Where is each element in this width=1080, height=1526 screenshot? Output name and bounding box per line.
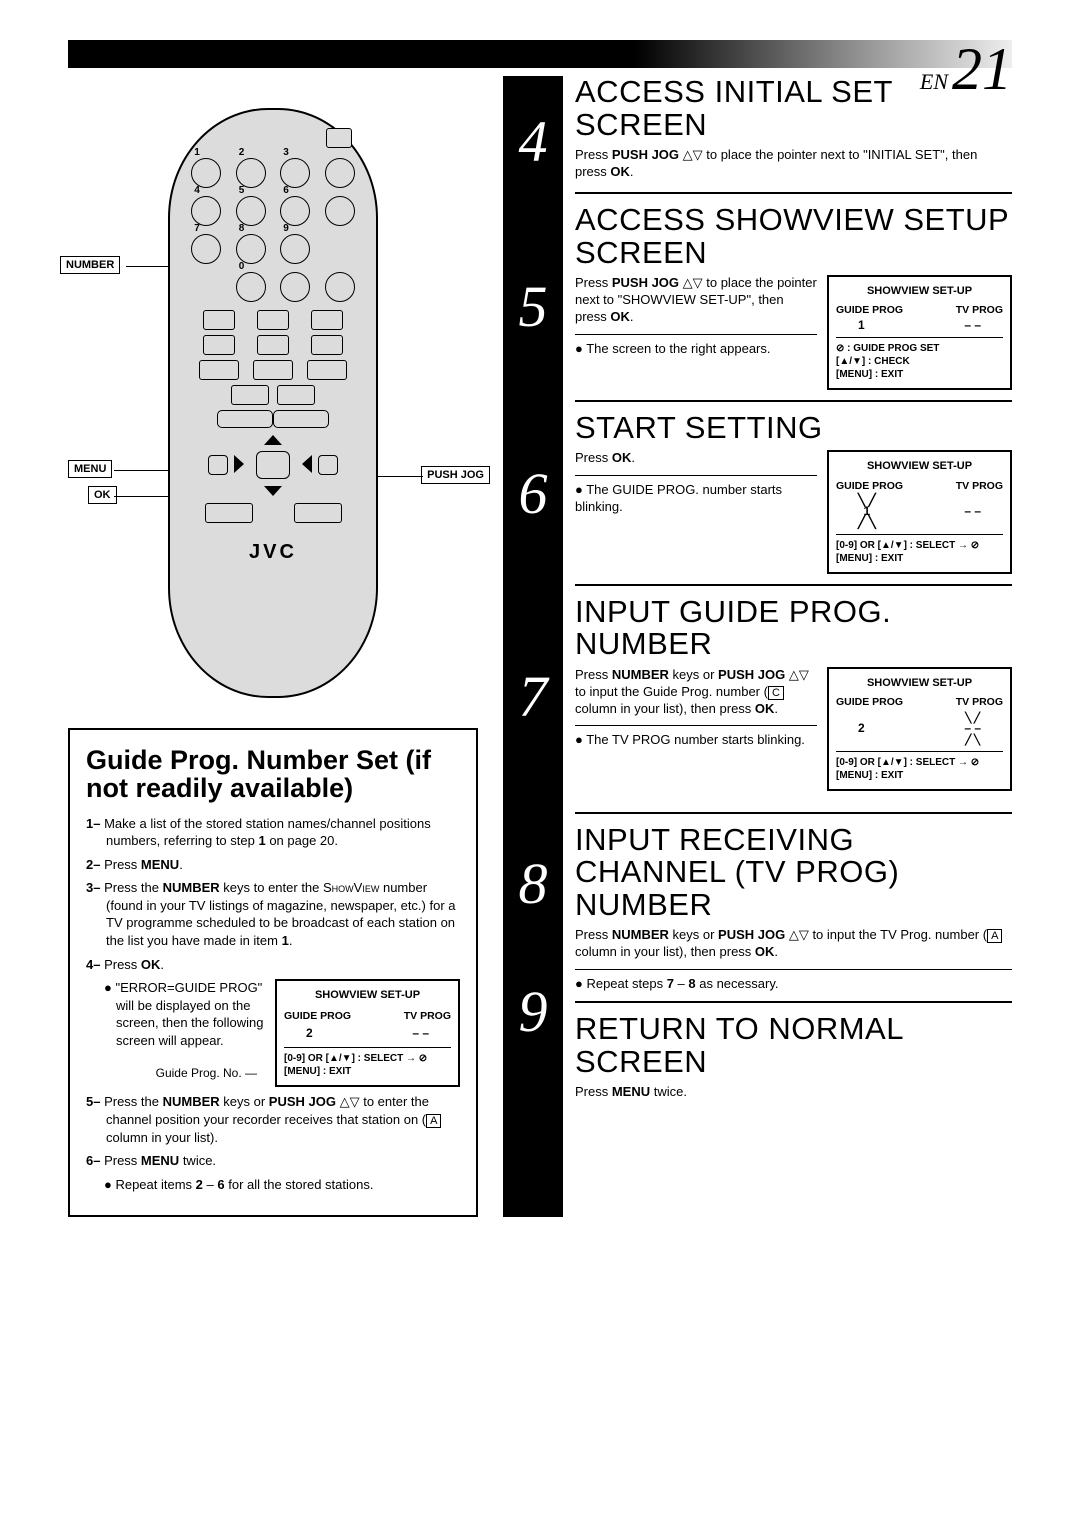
page-num-value: 21: [952, 36, 1012, 102]
num-8: 8: [236, 234, 266, 264]
num-0: 0: [236, 272, 266, 302]
dpad: [208, 433, 338, 498]
osd-screen: SHOWVIEW SET-UP GUIDE PROGTV PROG 2╲ ╱– …: [827, 667, 1012, 791]
num-6: 6: [280, 196, 310, 226]
step-block: START SETTING Press OK. ● The GUIDE PROG…: [575, 412, 1012, 586]
num-2: 2: [236, 158, 266, 188]
step-number-column: 456789: [503, 76, 563, 1217]
step-number: 7: [503, 581, 563, 811]
step-block: ACCESS SHOWVIEW SETUP SCREEN Press PUSH …: [575, 204, 1012, 402]
power-button: [326, 128, 352, 148]
step-title: INPUT GUIDE PROG. NUMBER: [575, 596, 1012, 661]
page-lang-label: EN: [920, 69, 948, 94]
remote-illustration: NUMBER MENU OK PUSH JOG 123 456 789 0: [68, 108, 478, 698]
label-push-jog: PUSH JOG: [421, 466, 490, 484]
step-number: 4: [503, 76, 563, 206]
step-number: 8: [503, 811, 563, 956]
step-block: INPUT GUIDE PROG. NUMBER Press NUMBER ke…: [575, 596, 1012, 814]
num-1: 1: [191, 158, 221, 188]
step-title: RETURN TO NORMAL SCREEN: [575, 1013, 1012, 1078]
label-number: NUMBER: [60, 256, 120, 274]
page-number: EN 21: [920, 35, 1012, 104]
num-3: 3: [280, 158, 310, 188]
step-number: 9: [503, 956, 563, 1066]
guide-title: Guide Prog. Number Set (if not readily a…: [86, 746, 460, 803]
step-block: INPUT RECEIVING CHANNEL (TV PROG) NUMBER…: [575, 824, 1012, 1003]
label-menu: MENU: [68, 460, 112, 478]
step-number: 6: [503, 406, 563, 581]
osd-screen: SHOWVIEW SET-UP GUIDE PROGTV PROG ╲ ╱1╱ …: [827, 450, 1012, 573]
header-gradient-bar: EN 21: [68, 40, 1012, 68]
num-4: 4: [191, 196, 221, 226]
ok-button: [256, 451, 290, 479]
guide-prog-box: Guide Prog. Number Set (if not readily a…: [68, 728, 478, 1217]
guide-steps-list: 1– Make a list of the stored station nam…: [86, 815, 460, 1194]
step-number: 5: [503, 206, 563, 406]
label-ok: OK: [88, 486, 117, 504]
guide-screen-box: SHOWVIEW SET-UP GUIDE PROGTV PROG 2– – […: [275, 979, 460, 1087]
num-7: 7: [191, 234, 221, 264]
osd-screen: SHOWVIEW SET-UP GUIDE PROGTV PROG 1– – ⊘…: [827, 275, 1012, 390]
num-5: 5: [236, 196, 266, 226]
num-9: 9: [280, 234, 310, 264]
brand-logo: JVC: [184, 541, 362, 564]
step-title: ACCESS SHOWVIEW SETUP SCREEN: [575, 204, 1012, 269]
step-block: RETURN TO NORMAL SCREENPress MENU twice.: [575, 1013, 1012, 1111]
step-title: START SETTING: [575, 412, 1012, 445]
step-title: INPUT RECEIVING CHANNEL (TV PROG) NUMBER: [575, 824, 1012, 922]
